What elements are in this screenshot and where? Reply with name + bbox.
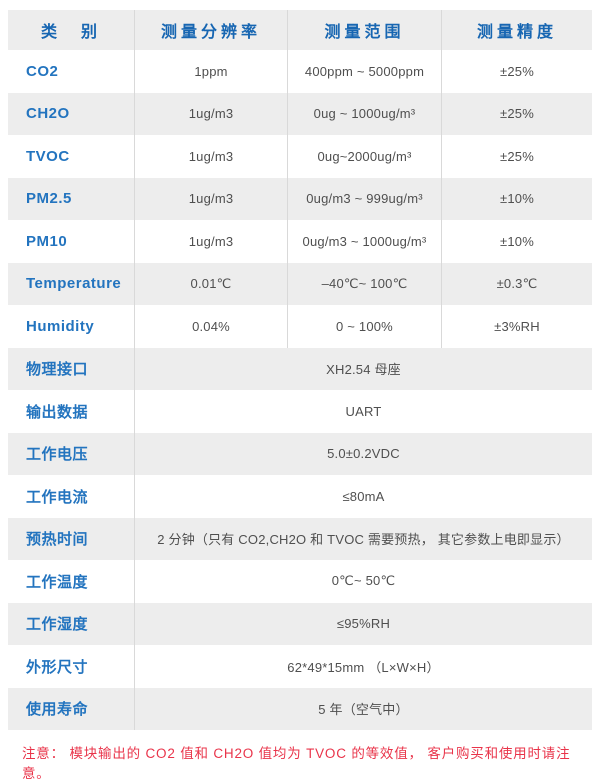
footer-note: 注意： 模块输出的 CO2 值和 CH2O 值均为 TVOC 的等效值， 客户购… (22, 746, 571, 781)
row-label: 工作温度 (8, 560, 135, 603)
cell-resolution: 1ug/m3 (135, 135, 288, 178)
table-row-ch2o: CH2O 1ug/m3 0ug ~ 1000ug/m³ ±25% (8, 92, 592, 135)
cell-value: ≤80mA (342, 488, 385, 504)
cell-resolution: 1ppm (135, 50, 288, 93)
cell-value: 0℃~ 50℃ (331, 573, 396, 589)
row-label: 外形尺寸 (8, 645, 135, 688)
cell-resolution: 0.01℃ (135, 262, 288, 305)
table-row-pm25: PM2.5 1ug/m3 0ug/m3 ~ 999ug/m³ ±10% (8, 177, 592, 220)
table-row-tvoc: TVOC 1ug/m3 0ug~2000ug/m³ ±25% (8, 135, 592, 178)
column-header-accuracy: 测量精度 (476, 24, 557, 41)
cell-resolution: 1ug/m3 (135, 220, 288, 263)
cell-accuracy: ±25% (500, 63, 534, 79)
row-label: PM10 (8, 220, 135, 263)
cell-value: UART (345, 403, 382, 419)
cell-accuracy: ±10% (500, 191, 534, 207)
cell-accuracy: ±3%RH (494, 318, 540, 334)
cell-range: –40℃~ 100℃ (288, 262, 442, 305)
row-label: 使用寿命 (8, 687, 135, 730)
table-row-working-temperature: 工作温度 0℃~ 50℃ (8, 560, 592, 603)
cell-value: 62*49*15mm （L×W×H） (287, 659, 440, 675)
row-label: Humidity (8, 305, 135, 348)
spec-table: 类 别 测量分辨率 测量范围 测量精度 CO2 1ppm 400ppm ~ 50… (8, 10, 592, 730)
cell-value: 5 年（空气中） (318, 702, 409, 718)
row-label: 工作电压 (8, 432, 135, 475)
table-header-row: 类 别 测量分辨率 测量范围 测量精度 (8, 10, 592, 50)
cell-range: 0ug/m3 ~ 999ug/m³ (288, 177, 442, 220)
table-row-temperature: Temperature 0.01℃ –40℃~ 100℃ ±0.3℃ (8, 262, 592, 305)
table-row-dimensions: 外形尺寸 62*49*15mm （L×W×H） (8, 645, 592, 688)
table-row-humidity: Humidity 0.04% 0 ~ 100% ±3%RH (8, 305, 592, 348)
cell-resolution: 1ug/m3 (135, 92, 288, 135)
table-row-lifespan: 使用寿命 5 年（空气中） (8, 687, 592, 730)
row-label: 物理接口 (8, 347, 135, 390)
row-label: Temperature (8, 262, 135, 305)
cell-value: XH2.54 母座 (326, 362, 401, 378)
table-row-working-humidity: 工作湿度 ≤95%RH (8, 602, 592, 645)
cell-accuracy: ±10% (500, 233, 534, 249)
table-row-warmup-time: 预热时间 2 分钟（只有 CO2,CH2O 和 TVOC 需要预热， 其它参数上… (8, 517, 592, 560)
row-label: CO2 (8, 50, 135, 93)
cell-accuracy: ±0.3℃ (496, 275, 538, 291)
row-label: PM2.5 (8, 177, 135, 220)
column-header-range: 测量范围 (288, 10, 442, 50)
row-label: 预热时间 (8, 517, 135, 560)
table-row-working-voltage: 工作电压 5.0±0.2VDC (8, 432, 592, 475)
table-row-pm10: PM10 1ug/m3 0ug/m3 ~ 1000ug/m³ ±10% (8, 220, 592, 263)
cell-accuracy: ±25% (500, 106, 534, 122)
row-label: CH2O (8, 92, 135, 135)
cell-value: 5.0±0.2VDC (327, 446, 400, 462)
table-row-working-current: 工作电流 ≤80mA (8, 475, 592, 518)
cell-range: 0ug~2000ug/m³ (288, 135, 442, 178)
cell-value: 2 分钟（只有 CO2,CH2O 和 TVOC 需要预热， 其它参数上电即显示） (157, 532, 570, 548)
cell-range: 0ug ~ 1000ug/m³ (288, 92, 442, 135)
row-label: 工作电流 (8, 475, 135, 518)
row-label: TVOC (8, 135, 135, 178)
column-header-category: 类 别 (8, 10, 135, 50)
cell-range: 400ppm ~ 5000ppm (288, 50, 442, 93)
table-row-co2: CO2 1ppm 400ppm ~ 5000ppm ±25% (8, 50, 592, 93)
cell-resolution: 0.04% (135, 305, 288, 348)
table-row-output-data: 输出数据 UART (8, 390, 592, 433)
cell-accuracy: ±25% (500, 148, 534, 164)
row-label: 输出数据 (8, 390, 135, 433)
cell-resolution: 1ug/m3 (135, 177, 288, 220)
table-row-interface: 物理接口 XH2.54 母座 (8, 347, 592, 390)
cell-range: 0ug/m3 ~ 1000ug/m³ (288, 220, 442, 263)
row-label: 工作湿度 (8, 602, 135, 645)
cell-range: 0 ~ 100% (288, 305, 442, 348)
column-header-resolution: 测量分辨率 (135, 10, 288, 50)
cell-value: ≤95%RH (336, 616, 391, 632)
